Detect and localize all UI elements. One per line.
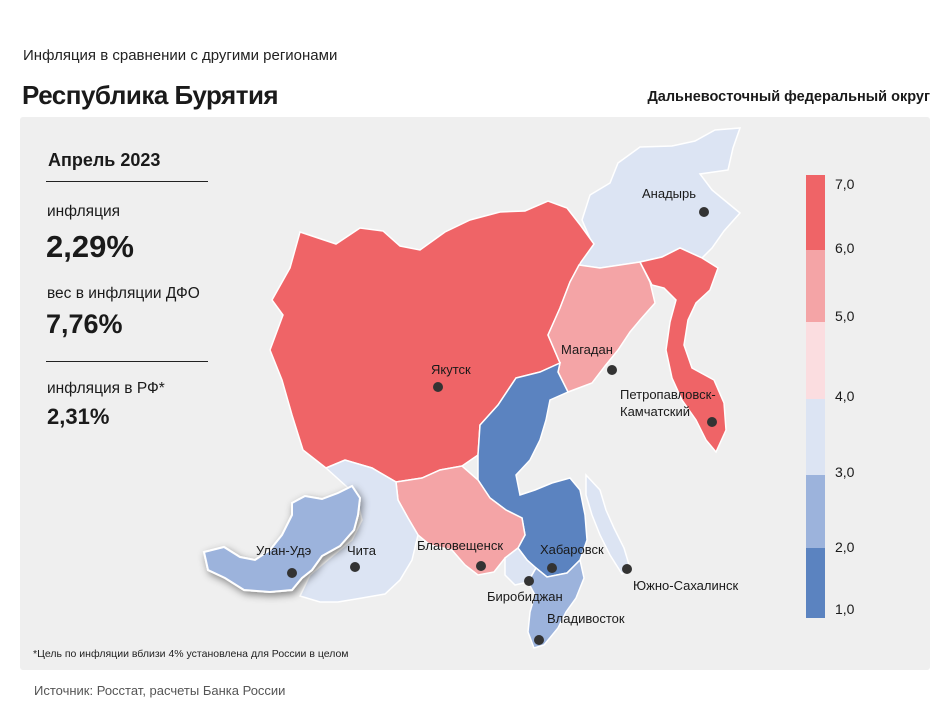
legend-tick-1: 1,0 — [835, 601, 855, 617]
region-buryatia — [202, 484, 362, 594]
legend-tick-7: 7,0 — [835, 176, 855, 192]
city-label-magadan: Магадан — [561, 342, 613, 357]
footnote: *Цель по инфляции вблизи 4% установлена … — [33, 648, 349, 660]
legend-bin-1-2 — [806, 548, 825, 618]
legend-bin-6-7 — [806, 175, 825, 250]
region-yakutia — [269, 200, 595, 483]
city-label-blagoveshchensk: Благовещенск — [417, 538, 503, 553]
legend-tick-5: 5,0 — [835, 308, 855, 324]
inflation-label: инфляция — [47, 203, 120, 220]
legend-bin-2-3 — [806, 475, 825, 548]
legend-bin-5-6 — [806, 250, 825, 322]
city-marker-vladivostok — [534, 635, 544, 645]
city-label-vladivostok: Владивосток — [547, 611, 625, 626]
divider-bottom — [46, 361, 208, 362]
legend-tick-6: 6,0 — [835, 240, 855, 256]
city-label-chita: Чита — [347, 543, 377, 558]
region-sakhalin — [585, 473, 631, 576]
city-marker-anadyr — [699, 207, 709, 217]
region-primorye — [527, 558, 585, 649]
city-marker-ulan-ude — [287, 568, 297, 578]
city-marker-birobidzhan — [524, 576, 534, 586]
inflation-value: 2,29% — [46, 229, 134, 264]
city-marker-yakutsk — [433, 382, 443, 392]
region-kamchatka — [638, 247, 727, 454]
city-label-khabarovsk: Хабаровск — [540, 542, 604, 557]
legend-tick-3: 3,0 — [835, 464, 855, 480]
city-label-yakutsk: Якутск — [431, 362, 471, 377]
period-label: Апрель 2023 — [48, 150, 161, 170]
legend-bin-4-5 — [806, 322, 825, 399]
city-label-anadyr: Анадырь — [642, 186, 696, 201]
district-title: Дальневосточный федеральный округ — [647, 89, 930, 105]
legend-tick-4: 4,0 — [835, 388, 855, 404]
city-label-ulan-ude: Улан-Удэ — [256, 543, 312, 558]
city-label-petropavlovsk-1: Петропавловск- — [620, 387, 716, 402]
city-label-birobidzhan: Биробиджан — [487, 589, 563, 604]
legend-tick-2: 2,0 — [835, 539, 855, 555]
source-note: Источник: Росстат, расчеты Банка России — [34, 683, 286, 698]
weight-value: 7,76% — [46, 309, 123, 339]
region-zabaykalsky — [298, 459, 419, 603]
region-magadan — [547, 261, 656, 393]
region-title: Республика Бурятия — [22, 80, 279, 110]
divider-top — [46, 181, 208, 182]
city-label-yuzhno-sakhalinsk: Южно-Сахалинск — [633, 578, 738, 593]
city-marker-magadan — [607, 365, 617, 375]
city-label-petropavlovsk-2: Камчатский — [620, 404, 690, 419]
city-marker-blagoveshchensk — [476, 561, 486, 571]
legend-color-scale — [806, 175, 825, 618]
city-marker-petropavlovsk — [707, 417, 717, 427]
legend-bin-3-4 — [806, 399, 825, 475]
weight-label: вес в инфляции ДФО — [47, 285, 200, 302]
rf-inflation-label: инфляция в РФ* — [47, 380, 165, 397]
city-marker-khabarovsk — [547, 563, 557, 573]
rf-inflation-value: 2,31% — [47, 404, 110, 429]
chart-subtitle: Инфляция в сравнении с другими регионами — [23, 47, 338, 64]
city-marker-chita — [350, 562, 360, 572]
city-marker-yuzhno-sakhalinsk — [622, 564, 632, 574]
